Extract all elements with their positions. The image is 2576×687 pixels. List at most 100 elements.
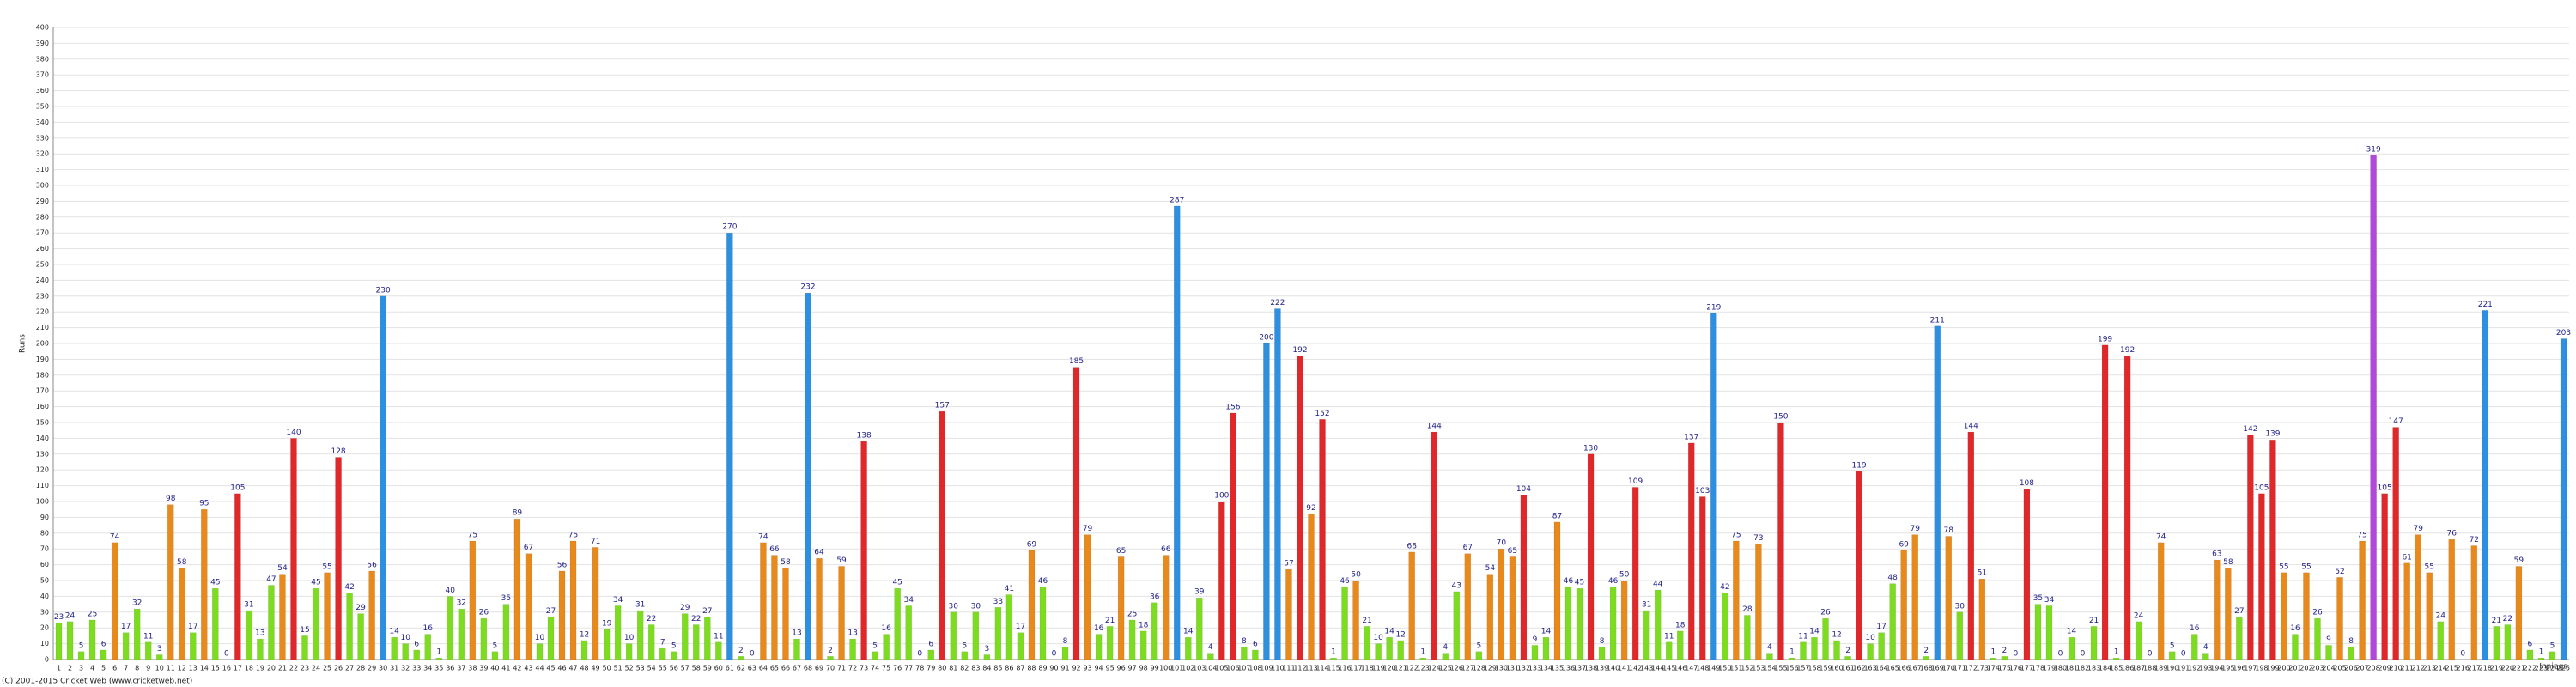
- x-tick-label: 16: [222, 665, 231, 672]
- bar: [1990, 657, 1997, 660]
- bar: [324, 572, 331, 660]
- bar: [2370, 155, 2377, 660]
- x-tick-label: 85: [993, 665, 1002, 672]
- x-tick-label: 139: [1595, 665, 1608, 672]
- x-tick-label: 80: [938, 665, 946, 672]
- bar: [190, 632, 197, 660]
- value-label: 73: [1753, 534, 1763, 543]
- x-tick-label: 129: [1484, 665, 1497, 672]
- value-label: 13: [792, 629, 801, 638]
- value-label: 16: [2290, 624, 2300, 633]
- bar: [771, 555, 778, 660]
- x-tick-label: 66: [781, 665, 790, 672]
- bar: [1733, 540, 1740, 660]
- value-label: 31: [635, 600, 645, 609]
- x-tick-label: 125: [1439, 665, 1452, 672]
- bar: [234, 493, 241, 660]
- bar: [715, 641, 722, 660]
- value-label: 29: [680, 604, 690, 612]
- x-tick-label: 121: [1394, 665, 1407, 672]
- x-tick-label: 54: [647, 665, 656, 672]
- value-label: 72: [2470, 536, 2479, 544]
- value-label: 75: [468, 532, 477, 540]
- x-tick-label: 193: [2199, 665, 2212, 672]
- value-label: 5: [2550, 641, 2555, 650]
- x-tick-label: 202: [2300, 665, 2312, 672]
- value-label: 26: [2312, 609, 2323, 617]
- value-label: 39: [1194, 588, 1205, 597]
- bar: [603, 629, 611, 660]
- value-label: 156: [1225, 403, 1240, 411]
- y-tick-label: 190: [36, 356, 49, 363]
- x-tick-label: 152: [1741, 665, 1753, 672]
- bar: [1028, 550, 1036, 660]
- y-tick-label: 60: [40, 561, 49, 568]
- value-label: 30: [971, 602, 981, 611]
- bar: [1442, 653, 1449, 660]
- y-axis-label: Runs: [19, 334, 27, 353]
- x-tick-label: 94: [1094, 665, 1103, 672]
- x-tick-label: 207: [2355, 665, 2368, 672]
- bar: [2269, 439, 2276, 660]
- value-label: 142: [2243, 425, 2257, 434]
- x-tick-label: 166: [1898, 665, 1911, 672]
- bar: [111, 542, 118, 660]
- value-label: 26: [479, 609, 489, 617]
- x-tick-label: 49: [591, 665, 599, 672]
- x-tick-label: 116: [1338, 665, 1351, 672]
- x-tick-label: 87: [1016, 665, 1024, 672]
- value-label: 219: [1706, 304, 1721, 313]
- bar: [335, 457, 342, 660]
- value-label: 11: [143, 632, 153, 641]
- value-label: 105: [2254, 483, 2269, 492]
- bar: [2515, 566, 2523, 660]
- value-label: 12: [1395, 630, 1405, 639]
- value-label: 14: [389, 628, 399, 636]
- y-tick-label: 40: [40, 593, 49, 600]
- x-tick-label: 208: [2366, 665, 2379, 672]
- bar: [614, 605, 622, 660]
- y-tick-label: 260: [36, 245, 49, 252]
- value-label: 18: [1675, 621, 1686, 629]
- x-tick-label: 184: [2099, 665, 2111, 672]
- x-tick-label: 91: [1060, 665, 1069, 672]
- bar: [704, 617, 711, 660]
- value-label: 6: [414, 640, 419, 648]
- value-label: 46: [1608, 577, 1619, 586]
- value-label: 55: [2279, 562, 2288, 571]
- x-tick-label: 197: [2244, 665, 2257, 672]
- y-tick-label: 340: [36, 119, 49, 126]
- bar: [1352, 580, 1359, 660]
- value-label: 2: [1845, 647, 1850, 655]
- value-label: 185: [1069, 357, 1084, 366]
- bar: [994, 607, 1002, 660]
- x-tick-label: 144: [1651, 665, 1664, 672]
- x-tick-label: 138: [1584, 665, 1597, 672]
- value-label: 21: [2089, 617, 2099, 625]
- x-tick-label: 24: [312, 665, 320, 672]
- bar: [1419, 657, 1426, 660]
- bar: [1822, 617, 1829, 660]
- value-label: 17: [1876, 623, 1886, 631]
- y-tick-label: 210: [36, 324, 49, 331]
- x-tick-label: 185: [2110, 665, 2123, 672]
- bar: [2470, 545, 2478, 660]
- x-tick-label: 111: [1282, 665, 1295, 672]
- y-tick-label: 200: [36, 340, 49, 348]
- bar: [2168, 651, 2176, 660]
- x-tick-label: 78: [915, 665, 924, 672]
- x-tick-label: 31: [390, 665, 398, 672]
- value-label: 6: [101, 640, 106, 648]
- x-tick-label: 112: [1293, 665, 1306, 672]
- bar: [2493, 626, 2500, 660]
- bar: [1710, 313, 1717, 660]
- value-label: 78: [1944, 526, 1954, 535]
- x-tick-label: 213: [2423, 665, 2436, 672]
- value-label: 89: [513, 509, 523, 518]
- bar: [2023, 489, 2031, 660]
- x-tick-label: 9: [146, 665, 150, 672]
- x-tick-label: 169: [1931, 665, 1944, 672]
- bar: [1934, 325, 1941, 660]
- value-label: 119: [1851, 462, 1866, 471]
- bar: [1117, 556, 1125, 660]
